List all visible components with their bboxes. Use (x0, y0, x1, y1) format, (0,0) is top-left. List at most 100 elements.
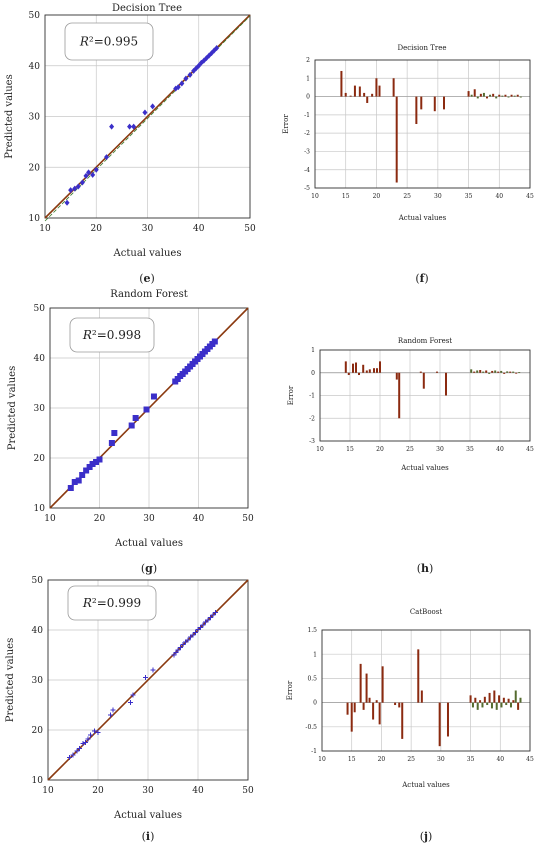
panel-label: (f) (415, 272, 428, 285)
x-tick-label: 25 (407, 756, 415, 763)
x-axis-label: Actual values (398, 214, 447, 222)
x-tick-label: 20 (94, 514, 106, 524)
data-point (111, 430, 118, 436)
error-bar (375, 700, 378, 703)
data-point (200, 622, 206, 628)
data-point (132, 415, 139, 421)
data-point (142, 109, 148, 116)
panel-label: (h) (417, 562, 434, 575)
x-tick-label: 40 (496, 446, 504, 453)
data-point (198, 625, 203, 630)
error-bar (507, 698, 510, 703)
error-bar (470, 94, 473, 97)
y-tick-label: 40 (34, 354, 46, 364)
y-axis-label: Error (282, 114, 290, 134)
error-bar (503, 372, 506, 374)
x-tick-label: 30 (434, 193, 442, 200)
error-bar (392, 78, 395, 97)
chart-title: Random Forest (398, 337, 452, 345)
data-point (70, 752, 76, 758)
y-tick-label: 1 (306, 75, 310, 82)
panel-letter: i (146, 830, 150, 843)
error-bar (365, 370, 368, 373)
error-bar (417, 649, 420, 703)
data-point (75, 477, 82, 484)
error-bar (365, 673, 368, 703)
y-tick-label: 20 (34, 454, 46, 464)
error-bar (378, 85, 381, 97)
x-tick-label: 45 (526, 446, 534, 453)
plot-frame (47, 579, 249, 781)
x-tick-label: 20 (373, 193, 381, 200)
data-point (80, 741, 86, 746)
data-point (109, 123, 115, 130)
data-point (205, 617, 211, 623)
chart-h: 10 15 20 25 30 35 40 45 -3 -2 -1 0 1 Actual values Err… (287, 337, 534, 575)
data-point (83, 740, 88, 745)
y-tick-label: 0.5 (307, 676, 317, 683)
data-point (128, 700, 133, 705)
panel-letter: f (420, 272, 426, 285)
data-point (104, 154, 109, 161)
error-bar (518, 372, 521, 373)
data-point (67, 755, 72, 760)
y-tick-label: 30 (29, 113, 41, 123)
x-tick-label: 40 (495, 193, 503, 200)
y-tick-label: -1 (311, 748, 317, 755)
error-bar (473, 89, 476, 97)
x-tick-label: 10 (44, 514, 56, 524)
error-bar (486, 702, 489, 706)
data-point (150, 103, 156, 110)
error-bar (505, 702, 508, 706)
y-axis-label: Error (286, 680, 294, 700)
error-bar (501, 95, 504, 97)
x-tick-label: 15 (342, 193, 350, 200)
x-tick-label: 30 (142, 786, 154, 796)
chart-title: Decision Tree (112, 3, 182, 14)
error-bar (476, 702, 479, 710)
x-tick-label: 25 (406, 446, 414, 453)
error-bar (506, 371, 509, 373)
error-bar (473, 371, 476, 373)
x-tick-label: 35 (465, 193, 473, 200)
error-bar (490, 702, 493, 709)
data-point (130, 692, 136, 698)
error-bar (359, 663, 362, 703)
r2-label: R²=0.995 (79, 35, 138, 49)
error-bar (485, 370, 488, 373)
data-point (79, 472, 86, 478)
data-point (175, 84, 181, 91)
chart-g: 10 20 30 40 50 10 20 30 40 50 Actual values Predict… (7, 289, 254, 575)
error-bar (491, 370, 494, 373)
data-point (88, 732, 93, 738)
r2-box (64, 22, 154, 61)
data-point (89, 461, 96, 467)
x-tick-label: 10 (316, 446, 324, 453)
error-bar (497, 371, 500, 373)
error-bar (395, 96, 398, 183)
data-point (213, 610, 218, 615)
y-tick-label: -5 (304, 185, 310, 192)
error-bar (422, 372, 425, 389)
data-point (185, 637, 191, 643)
x-tick-label: 20 (376, 446, 384, 453)
r2-label: R²=0.999 (82, 596, 141, 610)
error-bar (446, 702, 449, 737)
x-tick-label: 40 (193, 514, 205, 524)
data-point (75, 183, 81, 190)
error-bar (471, 702, 474, 708)
x-tick-label: 45 (526, 756, 534, 763)
error-bar (481, 702, 484, 708)
x-tick-label: 10 (311, 193, 319, 200)
data-point (178, 645, 183, 650)
error-bar (495, 96, 498, 99)
r2-box (69, 317, 155, 353)
fit-line (47, 579, 249, 781)
error-bar (492, 93, 495, 97)
plot-frame (49, 307, 249, 509)
y-tick-label: 20 (32, 726, 44, 736)
y-tick-label: -1 (304, 112, 310, 119)
data-point (68, 187, 74, 194)
x-tick-label: 50 (244, 224, 256, 234)
